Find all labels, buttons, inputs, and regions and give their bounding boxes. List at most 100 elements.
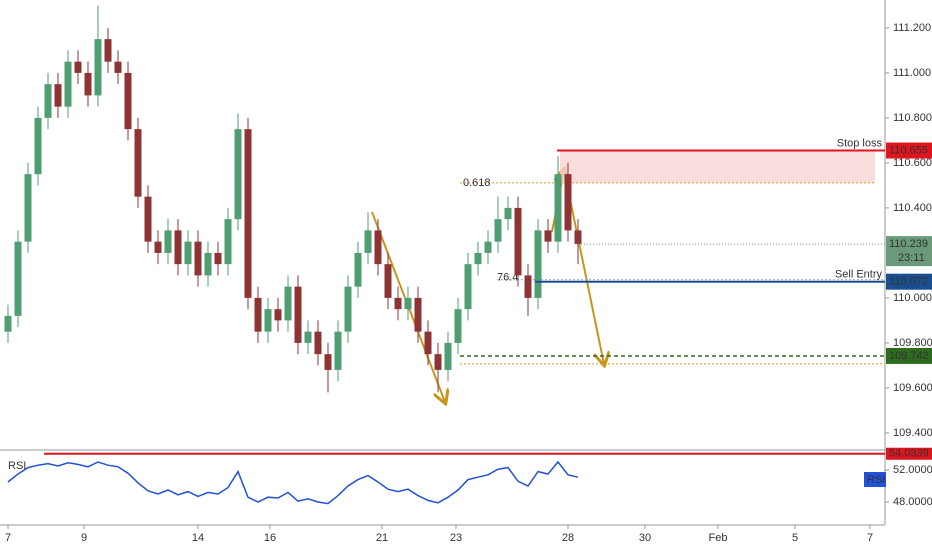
x-tick-label: 5 xyxy=(792,532,798,544)
candle-body xyxy=(484,241,492,253)
candle-body xyxy=(404,297,412,310)
y-tick-label: 111.200 xyxy=(893,22,931,34)
rsi-tick-label: 48.0000 xyxy=(893,496,932,508)
stop-loss-label: Stop loss xyxy=(837,137,883,149)
price-box xyxy=(886,273,932,290)
candle-body xyxy=(154,241,162,253)
price-box-label: 110.072 xyxy=(889,276,928,288)
candle-body xyxy=(124,72,132,130)
candle-body xyxy=(24,174,32,242)
candle-body xyxy=(394,297,402,310)
rsi-badge xyxy=(864,472,886,487)
y-tick-label: 109.800 xyxy=(893,337,932,349)
sell-entry-label: Sell Entry xyxy=(835,269,883,281)
candle-body xyxy=(254,297,262,332)
candle-body xyxy=(284,286,292,321)
price-box xyxy=(886,236,932,267)
candle-body xyxy=(314,331,322,355)
candle-body xyxy=(54,84,62,107)
candle-body xyxy=(564,174,572,231)
candle-body xyxy=(4,315,12,332)
price-box xyxy=(886,447,932,460)
candle-body xyxy=(204,252,212,276)
candle-body xyxy=(434,354,442,370)
candle-body xyxy=(534,230,542,298)
stop-zone xyxy=(560,150,875,183)
candle-body xyxy=(164,230,172,253)
price-box-label: 109.742 xyxy=(889,350,929,362)
candle-body xyxy=(294,286,302,343)
y-tick-label: 111.000 xyxy=(893,67,931,79)
candle-body xyxy=(414,297,422,332)
candle-body xyxy=(454,309,462,343)
candle-body xyxy=(114,61,122,73)
candle-body xyxy=(94,39,102,96)
rsi-badge-label: RSI xyxy=(867,474,885,486)
candle-body xyxy=(64,61,72,107)
candle-body xyxy=(234,129,242,220)
candle-body xyxy=(14,241,22,316)
candle-body xyxy=(134,129,142,197)
candle-body xyxy=(34,117,42,175)
candle-body xyxy=(184,241,192,265)
x-tick-label: 16 xyxy=(264,532,276,544)
x-tick-label: 7 xyxy=(867,532,873,544)
x-tick-label: 14 xyxy=(192,532,204,544)
candle-body xyxy=(104,39,112,62)
candle-body xyxy=(194,241,202,276)
candle-body xyxy=(144,196,152,242)
rsi-line xyxy=(7,460,579,505)
candle-body xyxy=(224,219,232,265)
candle-body xyxy=(214,252,222,265)
candle-body xyxy=(444,342,452,370)
rsi-title: RSI xyxy=(8,460,26,472)
candle-body xyxy=(554,174,562,242)
candle-body xyxy=(574,230,582,244)
price-box xyxy=(886,142,932,159)
candle-body xyxy=(354,252,362,287)
candle-body xyxy=(384,264,392,298)
y-tick-label: 110.000 xyxy=(893,292,932,304)
candles xyxy=(4,5,582,393)
candle-body xyxy=(334,331,342,370)
candle-body xyxy=(74,61,82,73)
candle-body xyxy=(44,84,52,118)
countdown: 23:11 xyxy=(898,252,925,264)
candle-body xyxy=(504,207,512,220)
y-tick-label: 110.800 xyxy=(893,112,932,124)
candle-body xyxy=(264,309,272,332)
x-tick-label: Feb xyxy=(709,532,728,544)
price-box xyxy=(886,347,932,364)
rsi-tick-label: 52.0000 xyxy=(893,464,932,476)
candle-body xyxy=(244,129,252,298)
price-box-label: 110.239 xyxy=(889,238,928,250)
y-tick-label: 110.600 xyxy=(893,157,932,169)
x-tick-label: 7 xyxy=(5,532,11,544)
y-tick-label: 109.600 xyxy=(893,382,932,394)
candle-body xyxy=(544,230,552,242)
y-tick-label: 110.400 xyxy=(893,202,932,214)
candle-body xyxy=(524,275,532,298)
candle-body xyxy=(274,309,282,321)
rsi-level-label: 54.0339 xyxy=(889,448,929,460)
candle-body xyxy=(464,264,472,310)
candle-body xyxy=(474,252,482,265)
candle-body xyxy=(424,331,432,355)
x-tick-label: 9 xyxy=(81,532,87,544)
x-tick-label: 23 xyxy=(450,532,462,544)
fib-764-label: 76.4 xyxy=(497,272,518,284)
candle-body xyxy=(304,331,312,343)
candle-body xyxy=(494,219,502,242)
candle-body xyxy=(84,72,92,96)
fib-label: 0.618 xyxy=(463,177,491,189)
candle-body xyxy=(174,230,182,265)
x-tick-label: 30 xyxy=(639,532,651,544)
candle-body xyxy=(374,230,382,265)
price-box-label: 110.655 xyxy=(889,144,928,156)
candle-body xyxy=(324,354,332,370)
x-tick-label: 28 xyxy=(562,532,574,544)
candle-body xyxy=(344,286,352,332)
candle-body xyxy=(514,207,522,276)
candle-body xyxy=(364,230,372,253)
